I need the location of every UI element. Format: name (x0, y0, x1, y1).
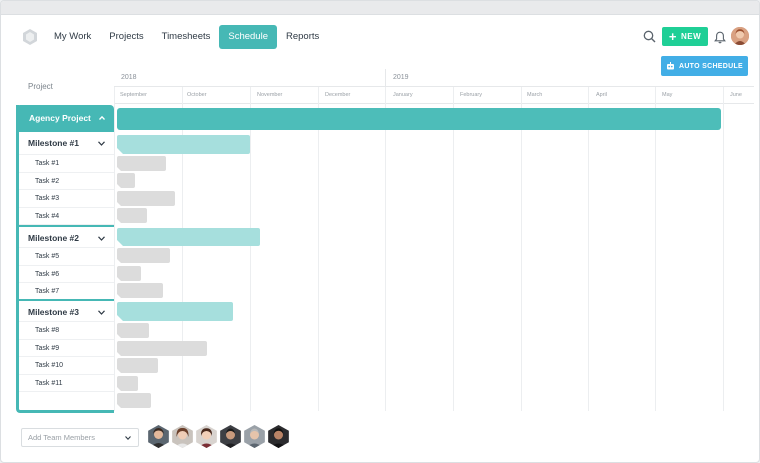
month-header: September October November December Janu… (114, 87, 754, 104)
project-row-agency[interactable]: Agency Project (16, 105, 114, 132)
auto-schedule-button[interactable]: AUTO SCHEDULE (661, 56, 748, 76)
task-row[interactable]: Task #2 (19, 173, 114, 190)
month-label: January (393, 92, 413, 98)
nav-timesheets[interactable]: Timesheets (161, 31, 211, 42)
nav-reports[interactable]: Reports (286, 31, 320, 42)
project-panel (16, 105, 114, 413)
task-bar[interactable] (117, 191, 175, 206)
team-select-placeholder: Add Team Members (28, 433, 95, 442)
task-row[interactable]: Task #3 (19, 190, 114, 208)
task-bar[interactable] (117, 358, 158, 373)
year-label: 2018 (121, 74, 137, 81)
task-row[interactable]: Task #1 (19, 155, 114, 173)
grid-line (453, 87, 454, 411)
grid-line (114, 87, 115, 411)
month-label: April (596, 92, 608, 98)
milestone-name: Milestone #1 (28, 138, 80, 148)
app-logo-icon[interactable] (22, 29, 38, 45)
nav-projects[interactable]: Projects (109, 31, 144, 42)
team-member-avatar[interactable] (171, 425, 194, 448)
new-button[interactable]: + NEW (662, 27, 708, 46)
task-bar[interactable] (117, 208, 147, 223)
new-button-label: NEW (680, 32, 702, 41)
task-bar[interactable] (117, 393, 151, 408)
chevron-down-icon[interactable] (98, 236, 105, 241)
year-label: 2019 (393, 74, 409, 81)
project-name: Agency Project (29, 113, 91, 123)
nav-my-work[interactable]: My Work (54, 31, 92, 42)
task-bar[interactable] (117, 376, 138, 391)
timeline-grid: 2018 2019 September October November Dec… (114, 69, 754, 411)
task-bar[interactable] (117, 341, 207, 356)
task-row[interactable]: Task #9 (19, 340, 114, 357)
grid-line (250, 87, 251, 411)
search-icon[interactable] (643, 30, 656, 43)
grid-line (723, 87, 724, 411)
task-row[interactable]: Task #8 (19, 322, 114, 340)
project-column-label: Project (28, 82, 53, 91)
month-label: February (460, 92, 483, 98)
grid-line (521, 87, 522, 411)
grid-line (385, 87, 386, 411)
team-members (147, 425, 290, 448)
month-label: November (257, 92, 283, 98)
month-label: September (120, 92, 147, 98)
team-member-avatar[interactable] (219, 425, 242, 448)
grid-line (318, 87, 319, 411)
month-label: June (730, 92, 742, 98)
milestone-bar[interactable] (117, 302, 233, 321)
plus-icon: + (668, 29, 677, 44)
milestone-name: Milestone #3 (28, 307, 80, 317)
month-label: March (527, 92, 543, 98)
milestone-row[interactable]: Milestone #1 (19, 132, 114, 155)
milestone-name: Milestone #2 (28, 233, 80, 243)
robot-icon (666, 62, 674, 70)
grid-line (655, 87, 656, 411)
milestone-bar[interactable] (117, 135, 250, 154)
month-label: October (187, 92, 207, 98)
task-bar[interactable] (117, 248, 170, 263)
milestone-row[interactable]: Milestone #2 (19, 225, 114, 248)
year-header: 2018 2019 (114, 69, 754, 87)
year-divider (385, 69, 386, 87)
task-row[interactable]: Task #4 (19, 208, 114, 225)
grid-line (182, 87, 183, 411)
task-row[interactable]: Task #6 (19, 266, 114, 283)
month-label: December (325, 92, 351, 98)
bell-icon[interactable] (714, 31, 726, 44)
team-member-avatar[interactable] (267, 425, 290, 448)
task-row[interactable]: Task #11 (19, 375, 114, 392)
team-member-avatar[interactable] (147, 425, 170, 448)
task-bar[interactable] (117, 173, 135, 188)
task-bar[interactable] (117, 323, 149, 338)
auto-schedule-label: AUTO SCHEDULE (678, 62, 744, 70)
user-avatar[interactable] (731, 27, 749, 45)
task-row[interactable]: Task #5 (19, 248, 114, 266)
chevron-down-icon (125, 436, 131, 440)
task-row[interactable]: Task #10 (19, 357, 114, 375)
main-nav: My Work Projects Timesheets Schedule Rep… (45, 25, 328, 49)
task-bar[interactable] (117, 266, 141, 281)
team-member-avatar[interactable] (243, 425, 266, 448)
nav-schedule[interactable]: Schedule (219, 25, 277, 49)
team-member-avatar[interactable] (195, 425, 218, 448)
grid-line (588, 87, 589, 411)
user-avatar-image (731, 27, 749, 45)
chevron-down-icon[interactable] (98, 310, 105, 315)
task-bar[interactable] (117, 283, 163, 298)
task-row[interactable]: Task #7 (19, 283, 114, 301)
chevron-up-icon[interactable] (99, 115, 105, 121)
task-bar[interactable] (117, 156, 166, 171)
window-titlebar (1, 1, 759, 15)
add-team-members-select[interactable]: Add Team Members (21, 428, 139, 447)
month-label: May (662, 92, 673, 98)
milestone-bar[interactable] (117, 228, 260, 246)
milestone-row[interactable]: Milestone #3 (19, 299, 114, 322)
chevron-down-icon[interactable] (98, 141, 105, 146)
project-bar[interactable] (117, 108, 721, 130)
